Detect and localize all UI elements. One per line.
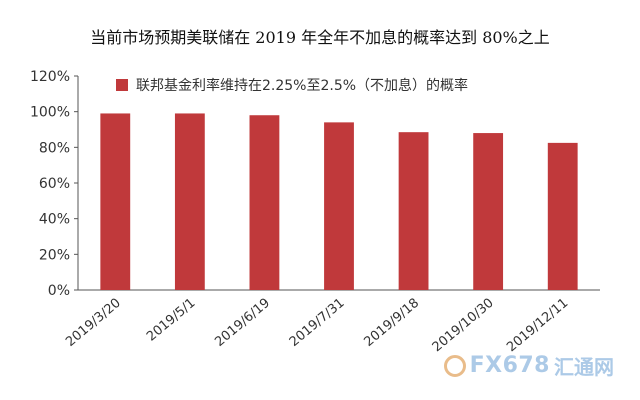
y-tick-label: 100% [30,105,70,121]
y-tick-label: 0% [48,283,70,299]
bars [100,113,578,290]
x-tick-label: 2019/10/30 [430,296,497,356]
watermark-text-2: 汇通网 [554,355,614,379]
x-tick-label: 2019/9/18 [361,296,422,350]
watermark: FX678 汇通网 [443,351,614,380]
x-tick-label: 2019/3/20 [63,296,124,350]
x-tick-label: 2019/7/31 [287,296,348,350]
watermark-text: FX678 [469,353,550,378]
y-tick-label: 80% [39,140,70,156]
chart-title: 当前市场预期美联储在 2019 年全年不加息的概率达到 80%之上 [90,28,550,47]
x-tick-label: 2019/5/1 [144,296,198,345]
legend-label: 联邦基金利率维持在2.25%至2.5%（不加息）的概率 [136,77,468,94]
y-tick-label: 20% [39,247,70,263]
x-axis: 2019/3/20 2019/5/1 2019/6/19 2019/7/31 2019/… [63,289,600,356]
bar [100,113,131,290]
legend: 联邦基金利率维持在2.25%至2.5%（不加息）的概率 [116,77,468,94]
y-tick-label: 120% [30,69,70,85]
y-axis: 0% 20% 40% 60% 80% 100% 120% [30,69,79,299]
bar [249,115,280,290]
bar [324,122,354,290]
bar [547,142,578,290]
bar [398,132,429,290]
bar [473,133,504,290]
x-tick-label: 2019/12/11 [504,296,571,356]
y-tick-label: 60% [39,176,70,192]
bar [174,113,205,290]
y-tick-label: 40% [39,212,70,228]
x-tick-label: 2019/6/19 [212,296,273,350]
bar-chart: 0% 20% 40% 60% 80% 100% 120% 2019/3/20 2019/5/1… [30,69,600,356]
watermark-logo-icon [443,354,466,377]
legend-swatch [116,79,128,91]
